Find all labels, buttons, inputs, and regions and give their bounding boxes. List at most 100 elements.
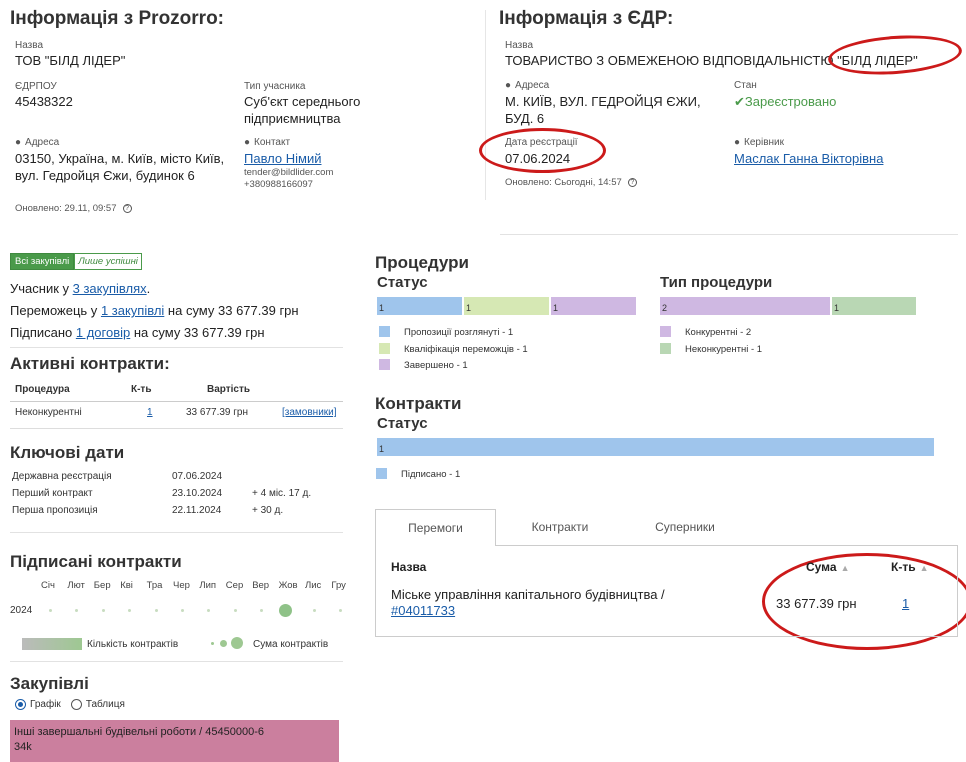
key-date-delta: + 30 д. bbox=[252, 505, 284, 516]
col-sum-header[interactable]: Сума ▲ bbox=[806, 560, 850, 574]
table-row-line bbox=[10, 428, 343, 429]
edr-address-line1: М. КИЇВ, ВУЛ. ГЕДРОЙЦЯ ЄЖИ, bbox=[505, 94, 701, 109]
procedure-bar-segment[interactable]: 1 bbox=[377, 297, 462, 315]
tab-wins-label: Перемоги bbox=[408, 521, 463, 535]
year-label: 2024 bbox=[10, 605, 33, 616]
user-icon: ● bbox=[244, 137, 251, 148]
view-radio-group: Графік Таблиця bbox=[15, 699, 125, 710]
successful-only-button[interactable]: Лише успішні bbox=[74, 253, 142, 270]
prozorro-updated: Оновлено: 29.11, 09:57 bbox=[15, 203, 117, 214]
edr-state: Зареєстровано bbox=[744, 94, 837, 109]
key-dates-title: Ключові дати bbox=[10, 443, 125, 462]
check-icon: ✔ bbox=[734, 94, 745, 109]
contracts-signed-bar[interactable]: 1 bbox=[377, 438, 934, 456]
month-label: Чер bbox=[173, 580, 190, 591]
prozorro-name-label: Назва bbox=[15, 40, 44, 51]
procedure-bar-segment[interactable]: 1 bbox=[464, 297, 549, 315]
purchases-title: Закупівлі bbox=[10, 674, 89, 693]
sum-legend-label: Сума контрактів bbox=[253, 639, 329, 650]
purchase-treemap-block[interactable]: Інші завершальні будівельні роботи / 454… bbox=[10, 720, 339, 762]
key-date-value: 23.10.2024 bbox=[172, 488, 223, 499]
sort-icon[interactable]: ▲ bbox=[840, 563, 850, 573]
radio-chart-button[interactable] bbox=[15, 699, 26, 710]
status-swatch bbox=[379, 359, 390, 370]
treemap-block-label: Інші завершальні будівельні роботи / 454… bbox=[14, 726, 264, 738]
winner-link[interactable]: 1 закупівлі bbox=[100, 303, 165, 318]
contact-label-row: ● Контакт bbox=[244, 137, 291, 148]
key-date-label: Державна реєстрація bbox=[12, 471, 112, 482]
month-label: Бер bbox=[93, 580, 111, 591]
contracts-legend-item: Підписано - 1 bbox=[376, 468, 460, 480]
edr-state-row: ✔Зареєстровано bbox=[734, 93, 836, 110]
tab-wins[interactable]: Перемоги bbox=[375, 509, 496, 546]
month-dot bbox=[233, 609, 237, 612]
edr-updated-row: Оновлено: Сьогодні, 14:57? bbox=[505, 177, 637, 188]
edr-name: ТОВАРИСТВО З ОБМЕЖЕНОЮ ВІДПОВІДАЛЬНІСТЮ … bbox=[505, 53, 918, 68]
signed-summary: Підписано 1 договір на суму 33 677.39 гр… bbox=[10, 325, 265, 340]
map-marker-icon: ● bbox=[15, 137, 22, 148]
winner-row-sum: 33 677.39 грн bbox=[776, 596, 857, 611]
count-legend-swatch bbox=[22, 638, 82, 650]
signed-link[interactable]: 1 договір bbox=[75, 325, 131, 340]
month-label: Тра bbox=[146, 580, 163, 591]
winner-row-count-link[interactable]: 1 bbox=[902, 596, 910, 611]
month-label: Вер bbox=[252, 580, 270, 591]
reg-date-label: Дата реєстрації bbox=[505, 137, 578, 148]
status-swatch bbox=[379, 343, 390, 354]
section-divider bbox=[500, 234, 958, 235]
active-count-link[interactable]: 1 bbox=[147, 407, 153, 418]
month-dot bbox=[75, 609, 79, 612]
customers-link[interactable]: [замовники] bbox=[282, 407, 337, 418]
participant-link[interactable]: 3 закупівлях bbox=[72, 281, 147, 296]
month-label: Лип bbox=[199, 580, 217, 591]
reg-date-value: 07.06.2024 bbox=[505, 151, 571, 166]
month-dot bbox=[181, 609, 184, 612]
active-procedure: Неконкурентні bbox=[15, 407, 82, 418]
head-name-link[interactable]: Маслак Ганна Вікторівна bbox=[734, 151, 884, 166]
month-dot bbox=[154, 609, 158, 612]
contact-name-link[interactable]: Павло Німий bbox=[244, 151, 322, 166]
customer-id-link[interactable]: #04011733 bbox=[391, 603, 456, 618]
user-icon: ● bbox=[734, 137, 741, 148]
status-legend-item: Кваліфікація переможців - 1 bbox=[379, 343, 528, 355]
tab-panel bbox=[375, 545, 958, 637]
procedure-type-title: Тип процедури bbox=[660, 274, 773, 291]
help-icon[interactable]: ? bbox=[627, 178, 637, 187]
edrpou-value: 45438322 bbox=[15, 94, 73, 109]
edr-address-line2: БУД. 6 bbox=[505, 111, 545, 126]
procedure-bar-segment[interactable]: 1 bbox=[832, 297, 916, 315]
contact-email: tender@bildlider.com bbox=[244, 167, 334, 178]
help-icon[interactable]: ? bbox=[122, 204, 132, 213]
purchase-filter: Всі закупівлі Лише успішні bbox=[10, 253, 142, 270]
edr-title: Інформація з ЄДР: bbox=[499, 8, 674, 29]
key-date-label: Перший контракт bbox=[12, 488, 93, 499]
month-label: Лис bbox=[305, 580, 322, 591]
tab-contracts[interactable]: Контракти bbox=[531, 520, 589, 534]
contracts-swatch bbox=[376, 468, 387, 479]
procedure-bar-segment[interactable]: 2 bbox=[660, 297, 830, 315]
contract-sum-bubble[interactable] bbox=[279, 604, 292, 617]
winner-summary: Переможець у 1 закупівлі на суму 33 677.… bbox=[10, 303, 299, 318]
sort-icon[interactable]: ▲ bbox=[919, 563, 929, 573]
prozorro-name: ТОВ "БІЛД ЛІДЕР" bbox=[15, 53, 126, 68]
radio-table-button[interactable] bbox=[70, 699, 82, 710]
all-purchases-button[interactable]: Всі закупівлі bbox=[10, 253, 75, 270]
month-dot bbox=[260, 609, 264, 612]
prozorro-address-line1: 03150, Україна, м. Київ, місто Київ, bbox=[15, 151, 225, 166]
map-marker-icon: ● bbox=[505, 80, 512, 91]
radio-table-label: Таблиця bbox=[85, 699, 125, 710]
key-date-value: 22.11.2024 bbox=[172, 505, 222, 516]
month-label: Лют bbox=[67, 580, 85, 591]
col-count-header: К-ть bbox=[131, 384, 152, 395]
edrpou-label: ЄДРПОУ bbox=[15, 81, 57, 92]
section-divider bbox=[10, 661, 343, 662]
type-legend-item: Неконкурентні - 1 bbox=[660, 343, 762, 355]
type-legend-item: Конкурентні - 2 bbox=[660, 326, 751, 338]
month-label: Гру bbox=[331, 580, 346, 591]
tab-rivals[interactable]: Суперники bbox=[655, 520, 715, 534]
status-swatch bbox=[379, 326, 390, 337]
month-dot bbox=[101, 609, 105, 612]
col-name-header: Назва bbox=[391, 560, 427, 574]
col-count-header[interactable]: К-ть ▲ bbox=[891, 560, 929, 574]
procedure-bar-segment[interactable]: 1 bbox=[551, 297, 636, 315]
